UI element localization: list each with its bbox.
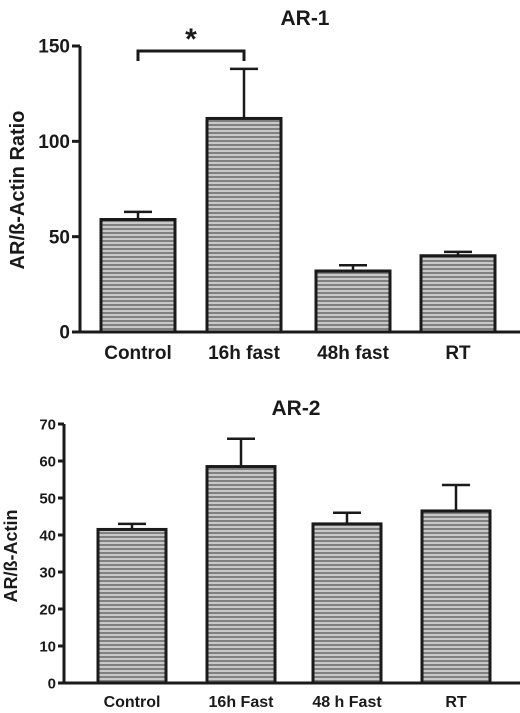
y-axis-label: AR/ß-Actin [1, 510, 21, 603]
x-category-label: 48h fast [317, 343, 389, 364]
x-categories-group: Control 16h fast 48h fast RT [104, 343, 471, 364]
y-tick-label: 70 [39, 416, 56, 433]
x-category-label: 16h Fast [209, 694, 275, 711]
y-ticks-group: 0 50 100 150 [38, 37, 80, 344]
bar [96, 527, 168, 685]
y-tick-label: 150 [38, 37, 70, 58]
y-tick-label: 10 [39, 638, 56, 655]
y-tick-label: 20 [39, 601, 56, 618]
bars-group [96, 465, 492, 685]
chart-title: AR-1 [280, 7, 329, 30]
x-category-label: RT [445, 694, 467, 711]
error-bars-group [124, 67, 472, 271]
significance-bracket [136, 49, 246, 61]
y-tick-label: 40 [39, 527, 56, 544]
y-tick-label: 60 [39, 453, 56, 470]
bar [99, 218, 177, 334]
y-ticks-group: 0 10 20 30 40 50 60 70 [39, 416, 64, 692]
x-category-label: RT [445, 343, 471, 364]
bars-group [99, 116, 497, 334]
y-tick-label: 100 [38, 132, 70, 153]
chart-ar1: AR-1 AR/ß-Actin Ratio * 0 50 100 150 Contro… [7, 7, 520, 364]
y-tick-label: 30 [39, 564, 56, 581]
bar [419, 254, 497, 334]
x-categories-group: Control 16h Fast 48 h Fast RT [104, 694, 467, 711]
y-tick-label: 50 [49, 227, 70, 248]
bar [205, 465, 277, 685]
bar [311, 522, 383, 685]
y-tick-label: 0 [48, 675, 56, 692]
bar [205, 116, 283, 334]
y-tick-label: 50 [39, 490, 56, 507]
significance-label: * [185, 23, 197, 56]
x-category-label: Control [104, 694, 161, 711]
y-axis-label: AR/ß-Actin Ratio [7, 111, 29, 270]
bar [314, 269, 392, 334]
chart-title: AR-2 [271, 397, 320, 420]
bar [420, 509, 492, 685]
x-category-label: Control [104, 343, 172, 364]
error-bars-group [118, 437, 470, 530]
significance-group: * [136, 23, 246, 61]
y-tick-label: 0 [59, 323, 70, 344]
x-category-label: 48 h Fast [312, 694, 382, 711]
chart-ar2: AR-2 AR/ß-Actin 0 10 20 30 40 50 60 70 Control 1… [1, 397, 520, 711]
x-category-label: 16h fast [208, 343, 280, 364]
